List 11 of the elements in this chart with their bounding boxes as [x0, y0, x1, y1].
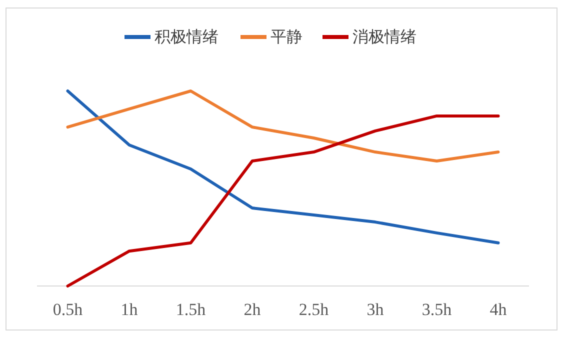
x-tick-label: 2h	[244, 300, 262, 319]
x-tick-label: 3h	[366, 300, 384, 319]
legend-label: 平静	[270, 27, 302, 46]
legend-label: 积极情绪	[154, 27, 218, 46]
x-tick-label: 0.5h	[52, 300, 84, 319]
x-tick-label: 1h	[120, 300, 138, 319]
x-tick-label: 2.5h	[298, 300, 330, 319]
legend-label: 消极情绪	[352, 27, 416, 46]
x-tick-label: 3.5h	[422, 300, 452, 319]
x-tick-label: 4h	[490, 300, 508, 319]
x-tick-label: 1.5h	[176, 300, 206, 319]
